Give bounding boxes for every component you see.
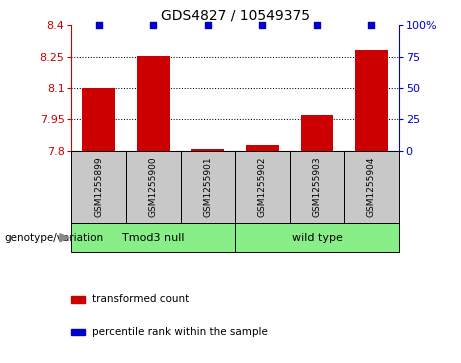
Text: percentile rank within the sample: percentile rank within the sample — [92, 327, 268, 337]
Point — [204, 23, 212, 28]
Bar — [290, 151, 344, 223]
Bar — [181, 151, 235, 223]
Text: genotype/variation: genotype/variation — [5, 233, 104, 243]
Bar — [83, 88, 115, 151]
Point — [149, 23, 157, 28]
Point — [313, 23, 321, 28]
Bar — [126, 151, 181, 223]
Bar — [137, 56, 170, 151]
Text: wild type: wild type — [291, 233, 343, 243]
Bar — [191, 148, 224, 151]
Bar — [71, 223, 235, 252]
Bar — [235, 151, 290, 223]
Point — [95, 23, 102, 28]
Point — [368, 23, 375, 28]
Text: GSM1255899: GSM1255899 — [94, 156, 103, 217]
Bar — [246, 146, 279, 151]
Bar — [301, 115, 333, 151]
Text: GSM1255903: GSM1255903 — [313, 156, 321, 217]
Text: Tmod3 null: Tmod3 null — [122, 233, 184, 243]
Text: GSM1255904: GSM1255904 — [367, 157, 376, 217]
Text: GSM1255901: GSM1255901 — [203, 156, 213, 217]
Text: GSM1255902: GSM1255902 — [258, 157, 267, 217]
Text: GSM1255900: GSM1255900 — [149, 156, 158, 217]
Point — [259, 23, 266, 28]
Bar — [355, 50, 388, 151]
Bar — [71, 151, 126, 223]
Title: GDS4827 / 10549375: GDS4827 / 10549375 — [160, 9, 310, 23]
Bar — [344, 151, 399, 223]
Bar — [235, 223, 399, 252]
Text: transformed count: transformed count — [92, 294, 189, 305]
